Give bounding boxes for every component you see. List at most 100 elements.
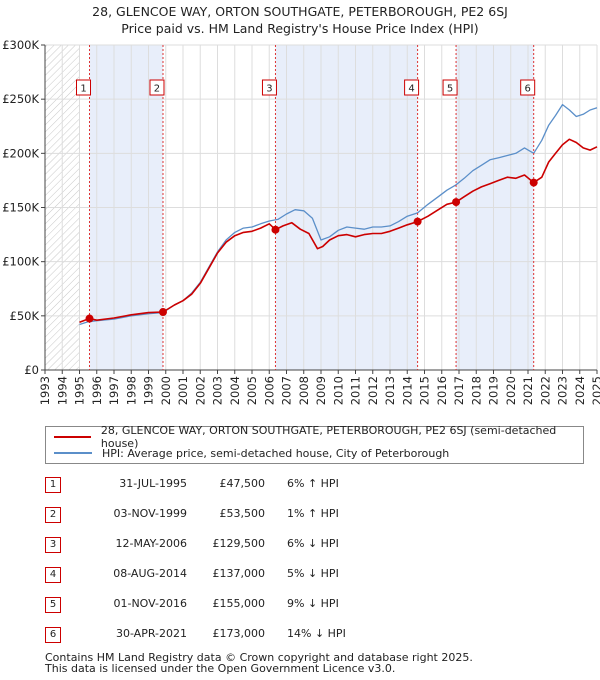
sale-point bbox=[529, 178, 538, 187]
x-tick-label: 2012 bbox=[366, 376, 380, 405]
transaction-row: 3 12-MAY-2006 £129,500 6% ↓ HPI bbox=[0, 534, 600, 556]
x-tick-label: 1995 bbox=[73, 376, 87, 405]
sale-label-number: 3 bbox=[266, 84, 272, 95]
transaction-hpi-relation: 1% ↑ HPI bbox=[287, 507, 339, 520]
x-tick-label: 2016 bbox=[435, 376, 449, 405]
sale-label-number: 5 bbox=[447, 84, 453, 95]
x-tick-label: 2024 bbox=[573, 376, 587, 405]
x-tick-label: 2010 bbox=[331, 376, 345, 405]
sale-label-number: 6 bbox=[525, 84, 531, 95]
transaction-hpi-relation: 14% ↓ HPI bbox=[287, 627, 346, 640]
x-tick-label: 2011 bbox=[349, 376, 363, 405]
y-tick-label: £200K bbox=[2, 146, 39, 160]
sale-label-box bbox=[404, 79, 420, 96]
transaction-row: 2 03-NOV-1999 £53,500 1% ↑ HPI bbox=[0, 504, 600, 526]
transaction-date: 03-NOV-1999 bbox=[113, 507, 187, 520]
sale-label-box bbox=[520, 79, 536, 96]
x-tick-label: 1999 bbox=[142, 376, 156, 405]
x-tick-label: 1996 bbox=[90, 376, 104, 405]
x-tick-label: 1997 bbox=[107, 376, 121, 405]
x-tick-label: 1993 bbox=[38, 376, 52, 405]
y-tick-label: £300K bbox=[2, 38, 39, 52]
x-tick-label: 2014 bbox=[400, 376, 414, 405]
transaction-date: 31-JUL-1995 bbox=[119, 477, 187, 490]
sale-label-number: 2 bbox=[154, 84, 160, 95]
y-tick-label: £250K bbox=[2, 92, 39, 106]
chart-title-line1: 28, GLENCOE WAY, ORTON SOUTHGATE, PETERB… bbox=[92, 4, 508, 19]
legend-item-hpi: HPI: Average price, semi-detached house,… bbox=[54, 445, 449, 461]
transaction-row: 5 01-NOV-2016 £155,000 9% ↓ HPI bbox=[0, 594, 600, 616]
transaction-price: £155,000 bbox=[212, 597, 266, 610]
x-tick-label: 2006 bbox=[262, 376, 276, 405]
sale-point bbox=[452, 198, 461, 207]
x-tick-label: 2023 bbox=[556, 376, 570, 405]
transaction-price: £129,500 bbox=[212, 537, 266, 550]
transaction-number: 4 bbox=[45, 567, 61, 583]
sale-point bbox=[271, 225, 280, 234]
x-tick-label: 2001 bbox=[176, 376, 190, 405]
legend-swatch-blue bbox=[54, 452, 92, 454]
transaction-price: £53,500 bbox=[219, 507, 266, 520]
transaction-row: 6 30-APR-2021 £173,000 14% ↓ HPI bbox=[0, 624, 600, 646]
x-tick-label: 2022 bbox=[538, 376, 552, 405]
legend-label-property: 28, GLENCOE WAY, ORTON SOUTHGATE, PETERB… bbox=[100, 424, 557, 450]
transaction-price: £47,500 bbox=[219, 477, 266, 490]
sale-label-box bbox=[261, 79, 277, 96]
price-chart: £0 £50K £100K £150K £200K £250K £300K 1993 1994 1… bbox=[2, 38, 600, 405]
sale-point bbox=[85, 314, 94, 323]
sale-label-box bbox=[76, 79, 92, 96]
transaction-number: 1 bbox=[45, 477, 61, 493]
transaction-date: 08-AUG-2014 bbox=[113, 567, 187, 580]
transaction-price: £173,000 bbox=[212, 627, 266, 640]
chart-legend: 28, GLENCOE WAY, ORTON SOUTHGATE, PETERB… bbox=[45, 424, 584, 464]
x-tick-label: 2007 bbox=[280, 376, 294, 405]
x-tick-label: 2019 bbox=[487, 376, 501, 405]
x-tick-label: 2025 bbox=[590, 376, 600, 405]
y-tick-label: £150K bbox=[2, 201, 39, 215]
y-tick-label: £50K bbox=[10, 309, 40, 323]
legend-label-hpi: HPI: Average price, semi-detached house,… bbox=[102, 446, 450, 460]
transaction-date: 12-MAY-2006 bbox=[115, 537, 187, 550]
transaction-row: 1 31-JUL-1995 £47,500 6% ↑ HPI bbox=[0, 474, 600, 496]
x-tick-label: 2009 bbox=[314, 376, 328, 405]
transaction-number: 3 bbox=[45, 537, 61, 553]
x-tick-label: 2017 bbox=[452, 376, 466, 405]
x-tick-label: 1998 bbox=[124, 376, 138, 405]
x-tick-label: 2020 bbox=[504, 376, 518, 405]
transaction-row: 4 08-AUG-2014 £137,000 5% ↓ HPI bbox=[0, 564, 600, 586]
property-price-line bbox=[79, 138, 598, 324]
y-tick-label: £0 bbox=[24, 363, 39, 377]
x-tick-label: 2002 bbox=[193, 376, 207, 405]
x-tick-label: 2005 bbox=[245, 376, 259, 405]
transaction-hpi-relation: 5% ↓ HPI bbox=[287, 567, 339, 580]
x-tick-label: 2013 bbox=[383, 376, 397, 405]
transaction-number: 6 bbox=[45, 627, 61, 643]
sale-point bbox=[158, 308, 167, 317]
transaction-price: £137,000 bbox=[212, 567, 266, 580]
x-tick-label: 2021 bbox=[521, 376, 535, 405]
x-tick-label: 2003 bbox=[211, 376, 225, 405]
x-tick-label: 2018 bbox=[469, 376, 483, 405]
footer-line2: This data is licensed under the Open Gov… bbox=[45, 662, 396, 675]
y-tick-label: £100K bbox=[2, 255, 39, 269]
chart-title-line2: Price paid vs. HM Land Registry's House … bbox=[121, 21, 479, 36]
legend-item-property: 28, GLENCOE WAY, ORTON SOUTHGATE, PETERB… bbox=[54, 424, 583, 450]
x-tick-label: 2004 bbox=[228, 376, 242, 405]
transaction-hpi-relation: 6% ↑ HPI bbox=[287, 477, 339, 490]
sale-point bbox=[413, 217, 422, 226]
x-tick-label: 1994 bbox=[55, 376, 69, 405]
legend-swatch-red bbox=[54, 436, 91, 438]
sale-label-number: 4 bbox=[408, 84, 414, 95]
transaction-number: 2 bbox=[45, 507, 61, 523]
transaction-hpi-relation: 6% ↓ HPI bbox=[287, 537, 339, 550]
footer-copyright: Contains HM Land Registry data © Crown c… bbox=[45, 652, 473, 674]
transaction-date: 30-APR-2021 bbox=[115, 627, 187, 640]
sale-label-box bbox=[149, 79, 165, 96]
x-tick-label: 2008 bbox=[297, 376, 311, 405]
transaction-date: 01-NOV-2016 bbox=[113, 597, 187, 610]
sale-label-box bbox=[442, 79, 458, 96]
transaction-hpi-relation: 9% ↓ HPI bbox=[287, 597, 339, 610]
sale-label-number: 1 bbox=[80, 84, 86, 95]
transaction-number: 5 bbox=[45, 597, 61, 613]
footer-line1: Contains HM Land Registry data © Crown c… bbox=[45, 651, 473, 664]
